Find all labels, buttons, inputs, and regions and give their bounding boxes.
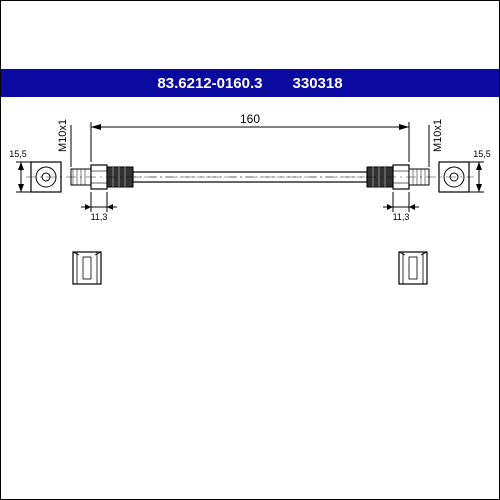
dim-nut-left: 11,3	[81, 192, 117, 222]
thread-right: M10x1	[432, 119, 444, 152]
detail-connector-right	[399, 252, 427, 284]
part-number: 83.6212-0160.3	[157, 75, 262, 92]
dim-nut-right: 11,3	[383, 192, 419, 222]
dim-nut-left-value: 11,3	[91, 212, 108, 222]
thread-left: M10x1	[57, 119, 69, 152]
dim-right-width-value: 15,5	[473, 149, 491, 159]
dim-length: 160	[91, 112, 409, 162]
dim-length-value: 160	[240, 112, 260, 126]
part-code: 330318	[293, 75, 343, 92]
dim-nut-right-value: 11,3	[393, 212, 410, 222]
header-band: 83.6212-0160.3 330318	[1, 69, 499, 97]
detail-connector-left	[73, 252, 101, 284]
drawing-frame: 83.6212-0160.3 330318 160 15,5	[0, 0, 500, 500]
technical-drawing: 160 15,5 15,5 M10x1 M10x1	[1, 97, 499, 397]
dim-left-width-value: 15,5	[9, 149, 27, 159]
